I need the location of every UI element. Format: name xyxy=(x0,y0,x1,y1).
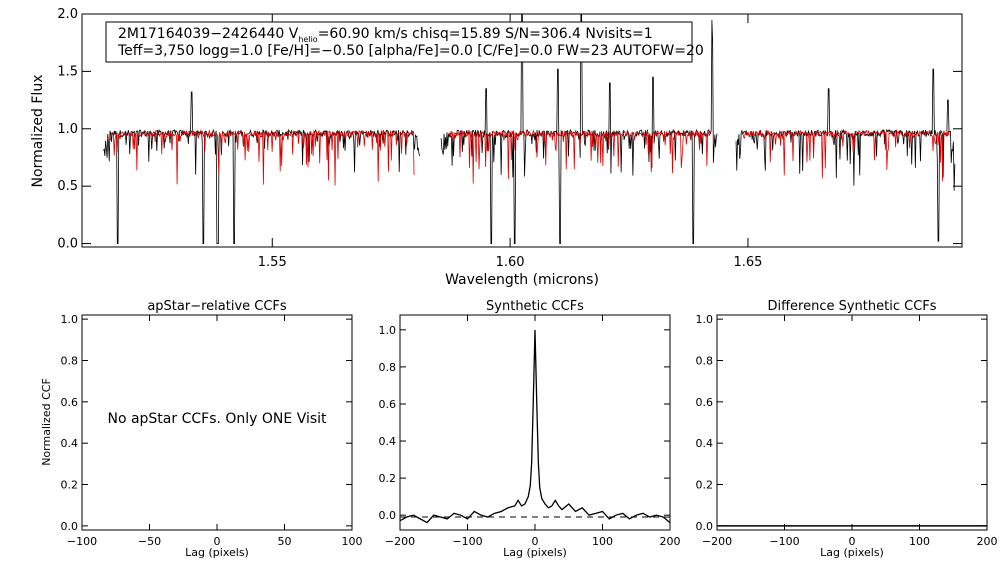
y-tick-label: 0.6 xyxy=(379,398,397,411)
x-tick-label: 200 xyxy=(660,535,681,548)
y-tick-label: 0.2 xyxy=(61,479,79,492)
y-tick-label: 0.0 xyxy=(696,520,714,533)
y-tick-label: 1.0 xyxy=(61,313,79,326)
difference-ccf-xlabel: Lag (pixels) xyxy=(820,546,884,559)
observed-spectrum-chip-3 xyxy=(735,68,956,242)
x-tick-label: −100 xyxy=(452,535,482,548)
x-tick-label: 0 xyxy=(214,535,221,548)
x-tick-label: 50 xyxy=(278,535,292,548)
y-tick-label: 0.0 xyxy=(61,520,79,533)
y-tick-label: 1.0 xyxy=(57,122,78,137)
x-tick-label: 0 xyxy=(532,535,539,548)
y-tick-label: 0.4 xyxy=(61,437,79,450)
difference-ccf-panel: −200 −100 0 100 200 0.0 0.2 0.4 0.6 0.8 1.0 Differ… xyxy=(696,299,998,559)
x-tick-label: 0 xyxy=(849,535,856,548)
observed-spectrum-chip-1 xyxy=(103,91,421,244)
difference-ccf-ticks: −200 −100 0 100 200 0.0 0.2 0.4 0.6 0.8 1.0 xyxy=(696,313,998,548)
spectrum-ticks: 1.55 1.60 1.65 0.0 0.5 1.0 1.5 2.0 xyxy=(57,7,962,270)
no-ccf-note: No apStar CCFs. Only ONE Visit xyxy=(107,411,327,427)
x-tick-label: 100 xyxy=(909,535,930,548)
synthetic-ccf-plot-area xyxy=(399,329,671,524)
model-spectrum-chip-3 xyxy=(742,129,950,182)
model-spectrum-chip-1 xyxy=(110,129,415,186)
x-tick-label: 100 xyxy=(342,535,363,548)
difference-ccf-axes-frame xyxy=(716,314,988,531)
synthetic-ccf-title: Synthetic CCFs xyxy=(486,299,584,314)
x-tick-label: −100 xyxy=(67,535,97,548)
y-tick-label: 0.6 xyxy=(696,396,714,409)
y-tick-label: 0.5 xyxy=(57,179,78,194)
y-tick-label: 1.0 xyxy=(379,324,397,337)
apstar-ccf-ylabel: Normalized CCF xyxy=(40,378,53,466)
y-tick-label: 0.0 xyxy=(379,509,397,522)
spectrum-axes-frame xyxy=(81,13,963,248)
apstar-ccf-title: apStar−relative CCFs xyxy=(147,299,287,314)
synthetic-ccf-panel: −200 −100 0 100 200 0.0 0.2 0.4 0.6 0.8 1.0 Synthe… xyxy=(379,299,681,559)
info-box: 2M17164039−2426440 Vhelio=60.90 km/s chi… xyxy=(105,21,704,63)
y-tick-label: 0.6 xyxy=(61,396,79,409)
synthetic-ccf-ticks: −200 −100 0 100 200 0.0 0.2 0.4 0.6 0.8 1.0 xyxy=(379,315,681,548)
y-tick-label: 0.8 xyxy=(61,354,79,367)
difference-ccf-title: Difference Synthetic CCFs xyxy=(767,299,936,314)
apstar-ccf-ticks: −100 −50 0 50 100 0.0 0.2 0.4 0.6 0.8 1.0 xyxy=(61,313,363,548)
y-tick-label: 2.0 xyxy=(57,7,78,22)
y-tick-label: 1.5 xyxy=(57,64,78,79)
info-line-1: 2M17164039−2426440 Vhelio=60.90 km/s chi… xyxy=(118,26,653,44)
spectrum-panel: 1.55 1.60 1.65 0.0 0.5 1.0 1.5 2.0 Wavelength (… xyxy=(30,7,963,288)
y-tick-label: 0.8 xyxy=(379,361,397,374)
apstar-ccf-panel: −100 −50 0 50 100 0.0 0.2 0.4 0.6 0.8 1.0 apStar−r… xyxy=(40,299,363,559)
x-tick-label: −200 xyxy=(385,535,415,548)
y-tick-label: 0.0 xyxy=(57,237,78,252)
y-tick-label: 0.4 xyxy=(696,437,714,450)
y-tick-label: 0.2 xyxy=(696,479,714,492)
model-spectrum-chip-2 xyxy=(447,129,712,184)
spectrum-xlabel: Wavelength (microns) xyxy=(445,272,599,288)
y-tick-label: 0.8 xyxy=(696,354,714,367)
y-tick-label: 1.0 xyxy=(696,313,714,326)
x-tick-label: −100 xyxy=(769,535,799,548)
x-tick-label: 1.65 xyxy=(733,255,762,270)
x-tick-label: −200 xyxy=(702,535,732,548)
y-tick-label: 0.4 xyxy=(379,435,397,448)
info-line-2: Teff=3,750 logg=1.0 [Fe/H]=−0.50 [alpha/… xyxy=(117,43,704,59)
synthetic-ccf-xlabel: Lag (pixels) xyxy=(503,546,567,559)
y-tick-label: 0.2 xyxy=(379,472,397,485)
x-tick-label: −50 xyxy=(138,535,161,548)
spectrum-ylabel: Normalized Flux xyxy=(30,75,46,188)
x-tick-label: 200 xyxy=(977,535,998,548)
x-tick-label: 100 xyxy=(592,535,613,548)
spectrum-plot-area xyxy=(103,13,956,244)
synthetic-ccf-line xyxy=(399,329,671,524)
x-tick-label: 1.55 xyxy=(258,255,287,270)
apstar-ccf-xlabel: Lag (pixels) xyxy=(185,546,249,559)
x-tick-label: 1.60 xyxy=(496,255,525,270)
